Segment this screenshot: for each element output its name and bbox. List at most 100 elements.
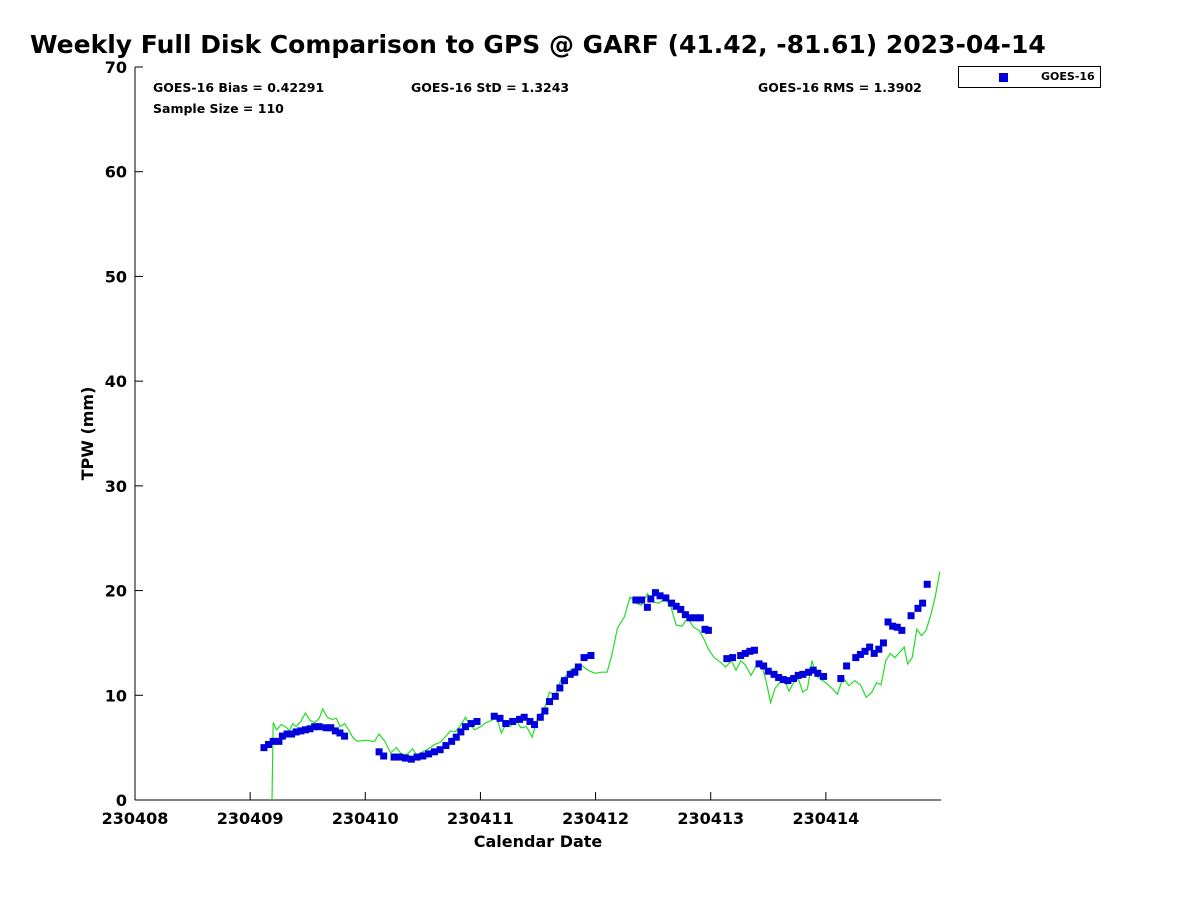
- goes16-data-point: [686, 614, 694, 622]
- y-tick-label: 60: [105, 163, 127, 182]
- goes16-data-point: [770, 670, 778, 678]
- goes16-data-point: [750, 646, 758, 654]
- goes16-data-point: [681, 611, 689, 619]
- goes16-data-point: [692, 614, 700, 622]
- x-tick-label: 230411: [447, 809, 514, 828]
- goes16-data-point: [794, 671, 802, 679]
- goes16-data-point: [775, 673, 783, 681]
- x-tick-label: 230414: [792, 809, 859, 828]
- y-tick-label: 50: [105, 267, 127, 286]
- goes16-data-point: [907, 612, 915, 620]
- goes16-data-point: [288, 730, 296, 738]
- goes16-data-point: [779, 676, 787, 684]
- x-tick-label: 230408: [102, 809, 169, 828]
- goes16-data-point: [436, 746, 444, 754]
- goes16-data-point: [919, 599, 927, 607]
- goes16-data-point: [419, 752, 427, 760]
- goes16-data-point: [651, 589, 659, 597]
- goes16-data-point: [893, 623, 901, 631]
- goes16-data-point: [269, 737, 277, 745]
- goes16-data-point: [741, 649, 749, 657]
- goes16-data-point: [541, 707, 549, 715]
- goes16-data-point: [852, 654, 860, 662]
- goes16-data-point: [560, 677, 568, 685]
- goes16-data-point: [638, 596, 646, 604]
- legend-square-marker: [999, 73, 1008, 82]
- goes16-data-point: [448, 737, 456, 745]
- std-stat: GOES-16 StD = 1.3243: [411, 80, 570, 95]
- goes16-data-point: [390, 753, 398, 761]
- goes16-data-point: [799, 670, 807, 678]
- goes16-data-point: [814, 669, 822, 677]
- goes16-data-point: [556, 684, 564, 692]
- y-tick-label: 10: [105, 686, 127, 705]
- goes16-data-point: [546, 698, 554, 706]
- goes16-data-point: [536, 713, 544, 721]
- goes16-data-point: [662, 594, 670, 602]
- goes16-data-point: [301, 726, 309, 734]
- goes16-data-point: [322, 724, 330, 732]
- goes16-data-point: [265, 741, 273, 749]
- goes16-data-point: [870, 649, 878, 657]
- goes16-data-point: [809, 666, 817, 674]
- goes16-data-point: [566, 670, 574, 678]
- plot-area: 0 10 20 30 40 50 60 70 230408 230409 230410 230411 2…: [78, 58, 941, 851]
- y-tick-label: 20: [105, 582, 127, 601]
- goes16-data-point: [473, 717, 481, 725]
- goes16-data-point: [729, 654, 737, 662]
- y-tick-label: 70: [105, 58, 127, 77]
- goes16-data-point: [278, 732, 286, 740]
- goes16-data-point: [297, 727, 305, 735]
- goes16-data-point: [805, 668, 813, 676]
- goes16-data-point: [467, 720, 475, 728]
- goes16-data-point: [502, 720, 510, 728]
- goes16-data-point: [283, 730, 291, 738]
- goes16-data-point: [856, 650, 864, 658]
- goes16-data-point: [704, 626, 712, 634]
- goes16-data-point: [866, 643, 874, 651]
- goes16-data-point: [571, 668, 579, 676]
- goes16-data-point: [327, 724, 335, 732]
- y-tick-label: 0: [116, 791, 127, 810]
- rms-stat: GOES-16 RMS = 1.3902: [758, 80, 922, 95]
- goes16-data-point: [574, 663, 582, 671]
- gps-series-line: [271, 571, 941, 801]
- x-tick-label: 230412: [562, 809, 629, 828]
- y-tick-label: 30: [105, 477, 127, 496]
- goes16-data-point: [914, 604, 922, 612]
- goes16-data-point: [331, 727, 339, 735]
- goes16-data-point: [764, 667, 772, 675]
- goes16-data-point: [402, 754, 410, 762]
- goes16-data-point: [260, 744, 268, 752]
- goes16-data-point: [461, 723, 469, 731]
- goes16-data-point: [442, 742, 450, 750]
- goes16-data-point: [861, 647, 869, 655]
- goes16-data-point: [526, 717, 534, 725]
- goes16-data-point: [580, 654, 588, 662]
- goes16-data-point: [884, 618, 892, 626]
- goes16-data-point: [668, 599, 676, 607]
- legend: GOES-16: [958, 66, 1101, 88]
- x-tick-label: 230413: [677, 809, 744, 828]
- goes16-data-point: [790, 675, 798, 683]
- goes16-data-point: [755, 660, 763, 668]
- chart-title: Weekly Full Disk Comparison to GPS @ GAR…: [30, 30, 1046, 59]
- sample-size-stat: Sample Size = 110: [153, 101, 284, 116]
- goes16-data-point: [509, 717, 517, 725]
- goes16-data-point: [632, 596, 640, 604]
- goes16-data-point: [843, 662, 851, 670]
- goes16-data-point: [452, 733, 460, 741]
- goes16-data-point: [677, 605, 685, 613]
- goes16-data-point: [551, 692, 559, 700]
- goes16-data-point: [656, 592, 664, 600]
- goes16-data-point: [875, 645, 883, 653]
- goes16-data-point: [306, 725, 314, 733]
- goes16-data-point: [380, 752, 388, 760]
- goes16-data-point: [311, 723, 319, 731]
- goes16-data-point: [413, 753, 421, 761]
- goes16-data-point: [784, 677, 792, 685]
- y-tick-label: 40: [105, 372, 127, 391]
- goes16-data-point: [341, 732, 349, 740]
- goes16-data-point: [647, 595, 655, 603]
